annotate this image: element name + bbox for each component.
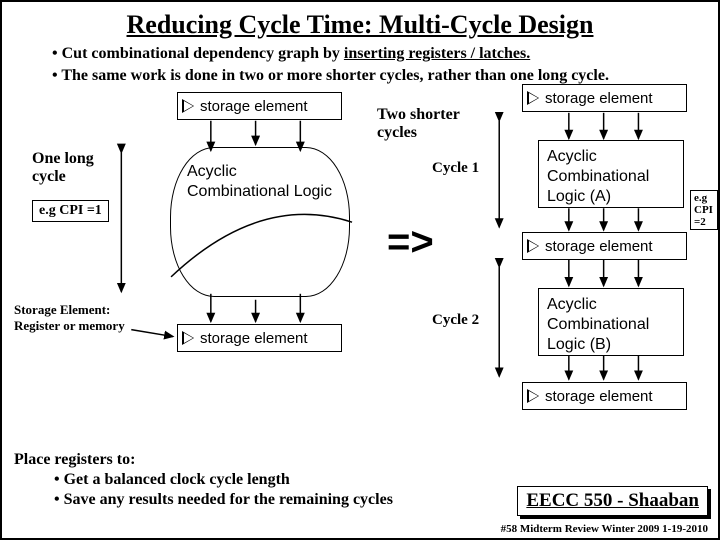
bottom-line-1: Place registers to:	[14, 450, 393, 470]
arrow-big: =>	[387, 220, 434, 265]
bullet-1-text-b: inserting registers / latches.	[344, 45, 530, 62]
bottom-text: Place registers to: • Get a balanced clo…	[14, 450, 393, 510]
cycle-2-label: Cycle 2	[432, 312, 479, 329]
bottom-line-3: • Save any results needed for the remain…	[14, 490, 393, 510]
storage-label: storage element	[198, 98, 308, 115]
right-storage-1: storage element	[522, 84, 687, 112]
bullet-1-text-a: Cut combinational dependency graph by	[62, 45, 344, 62]
right-logic-b: Acyclic Combinational Logic (B)	[538, 288, 684, 356]
page-title: Reducing Cycle Time: Multi-Cycle Design	[2, 2, 718, 44]
one-long-cycle-label: One long cycle	[32, 150, 122, 186]
right-storage-2: storage element	[522, 232, 687, 260]
bullet-list: Cut combinational dependency graph by in…	[2, 44, 718, 86]
left-bottom-storage: storage element	[177, 324, 342, 352]
cpi-2-label: e.g CPI =2	[690, 190, 718, 230]
right-storage-3: storage element	[522, 382, 687, 410]
two-shorter-cycles-label: Two shorter cycles	[377, 106, 487, 142]
left-logic-text: Acyclic Combinational Logic	[187, 163, 332, 200]
storage-label: storage element	[198, 330, 308, 347]
right-logic-b-text: Acyclic Combinational Logic (B)	[547, 296, 649, 353]
left-logic-block: Acyclic Combinational Logic	[170, 147, 350, 297]
course-box: EECC 550 - Shaaban	[517, 486, 708, 516]
bottom-line-2: • Get a balanced clock cycle length	[14, 470, 393, 490]
diagram-area: storage element Acyclic Combinational Lo…	[2, 92, 718, 422]
footer-text: #58 Midterm Review Winter 2009 1-19-2010	[501, 523, 708, 535]
cycle-1-label: Cycle 1	[432, 160, 479, 177]
bullet-2: The same work is done in two or more sho…	[52, 66, 688, 86]
storage-label: storage element	[543, 238, 653, 255]
right-logic-a: Acyclic Combinational Logic (A)	[538, 140, 684, 208]
storage-element-note: Storage Element: Register or memory	[14, 302, 154, 334]
cpi-1-label: e.g CPI =1	[32, 200, 109, 222]
left-top-storage: storage element	[177, 92, 342, 120]
storage-label: storage element	[543, 388, 653, 405]
storage-label: storage element	[543, 90, 653, 107]
bullet-1: Cut combinational dependency graph by in…	[52, 44, 688, 64]
right-logic-a-text: Acyclic Combinational Logic (A)	[547, 148, 649, 205]
